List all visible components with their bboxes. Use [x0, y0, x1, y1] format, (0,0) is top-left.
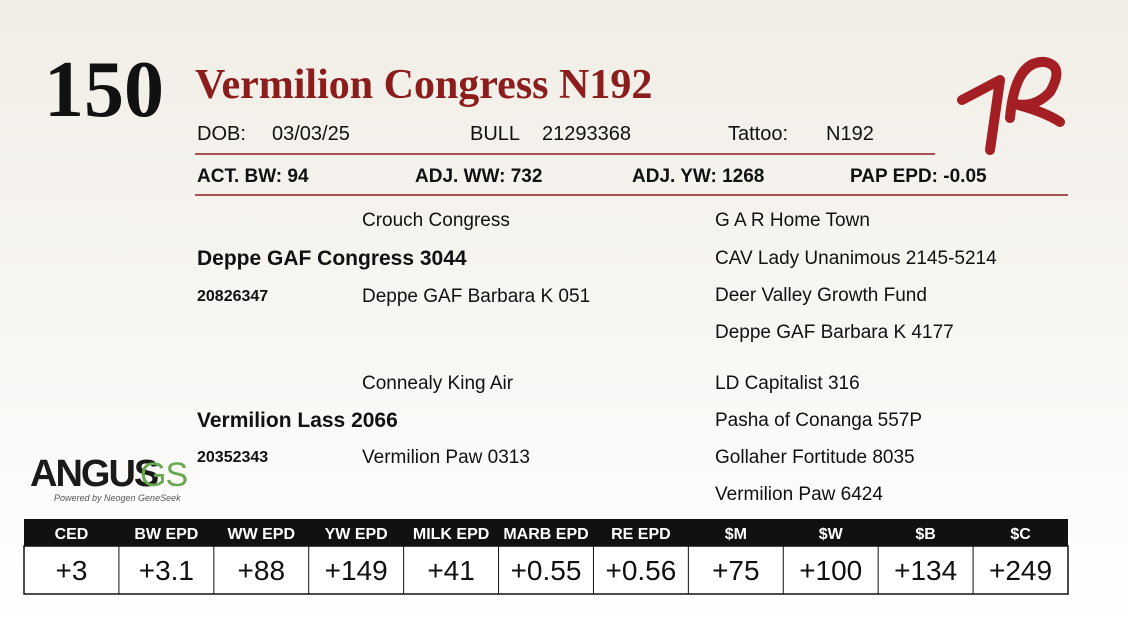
epd-value: +0.55: [511, 555, 582, 586]
pedigree-ancestor: Deppe GAF Barbara K 4177: [715, 322, 954, 343]
epd-header: BW EPD: [134, 526, 198, 543]
logo-brand: ANGUS: [30, 453, 158, 495]
epd-value: +100: [799, 555, 862, 586]
info-value: N192: [826, 123, 874, 145]
info-label: BULL: [470, 123, 520, 145]
epd-value-row: [23, 545, 1069, 595]
epd-header-bar: [24, 519, 1068, 546]
sire-registration: 20826347: [197, 288, 268, 305]
pedigree-ancestor: CAV Lady Unanimous 2145-5214: [715, 248, 997, 269]
logo-tagline: Powered by Neogen GeneSeek: [54, 493, 181, 503]
performance: ADJ. WW: 732: [415, 166, 542, 187]
epd-header: $B: [915, 526, 935, 543]
epd-header: $M: [725, 526, 747, 543]
pedigree-ancestor: Connealy King Air: [362, 373, 514, 394]
info-value: 03/03/25: [272, 123, 350, 145]
epd-value: +41: [427, 555, 475, 586]
epd-header: RE EPD: [611, 526, 671, 543]
epd-header: WW EPD: [227, 526, 295, 543]
pedigree-ancestor: Vermilion Paw 6424: [715, 484, 883, 505]
epd-header: MILK EPD: [413, 526, 489, 543]
epd-header: CED: [55, 526, 89, 543]
epd-value: +249: [989, 555, 1052, 586]
epd-header: YW EPD: [325, 526, 388, 543]
lot-number: 150: [44, 46, 164, 134]
pedigree-ancestor: G A R Home Town: [715, 210, 870, 231]
pedigree-ancestor: Deer Valley Growth Fund: [715, 285, 927, 306]
performance: ACT. BW: 94: [197, 166, 309, 187]
epd-table: CED +3 BW EPD +3.1 WW EPD +88 YW EPD +149 MILK E…: [23, 519, 1069, 595]
epd-value: +134: [894, 555, 957, 586]
pedigree-ancestor: Crouch Congress: [362, 210, 510, 231]
performance: ADJ. YW: 1268: [632, 166, 764, 187]
epd-value: +149: [325, 555, 388, 586]
signature: [957, 57, 1065, 155]
pedigree-ancestor: Vermilion Paw 0313: [362, 447, 530, 468]
pedigree-ancestor: LD Capitalist 316: [715, 373, 860, 394]
sire-name: Deppe GAF Congress 3044: [197, 247, 467, 270]
info-value: 21293368: [542, 123, 631, 145]
dam-name: Vermilion Lass 2066: [197, 409, 398, 432]
performance: PAP EPD: -0.05: [850, 166, 987, 187]
epd-header: MARB EPD: [503, 526, 588, 543]
info-label: DOB:: [197, 123, 246, 145]
epd-header: $W: [819, 526, 844, 543]
epd-header: $C: [1010, 526, 1031, 543]
epd-value: +75: [712, 555, 760, 586]
epd-value: +88: [238, 555, 286, 586]
pedigree-ancestor: Pasha of Conanga 557P: [715, 410, 922, 431]
logo-suffix: GS: [140, 456, 187, 494]
epd-value: +0.56: [605, 555, 676, 586]
dam-registration: 20352343: [197, 449, 268, 466]
epd-value: +3: [55, 555, 87, 586]
pedigree-ancestor: Deppe GAF Barbara K 051: [362, 286, 590, 307]
animal-name: Vermilion Congress N192: [195, 62, 652, 108]
info-label: Tattoo:: [728, 123, 788, 145]
epd-value: +3.1: [139, 555, 194, 586]
pedigree-ancestor: Gollaher Fortitude 8035: [715, 447, 915, 468]
